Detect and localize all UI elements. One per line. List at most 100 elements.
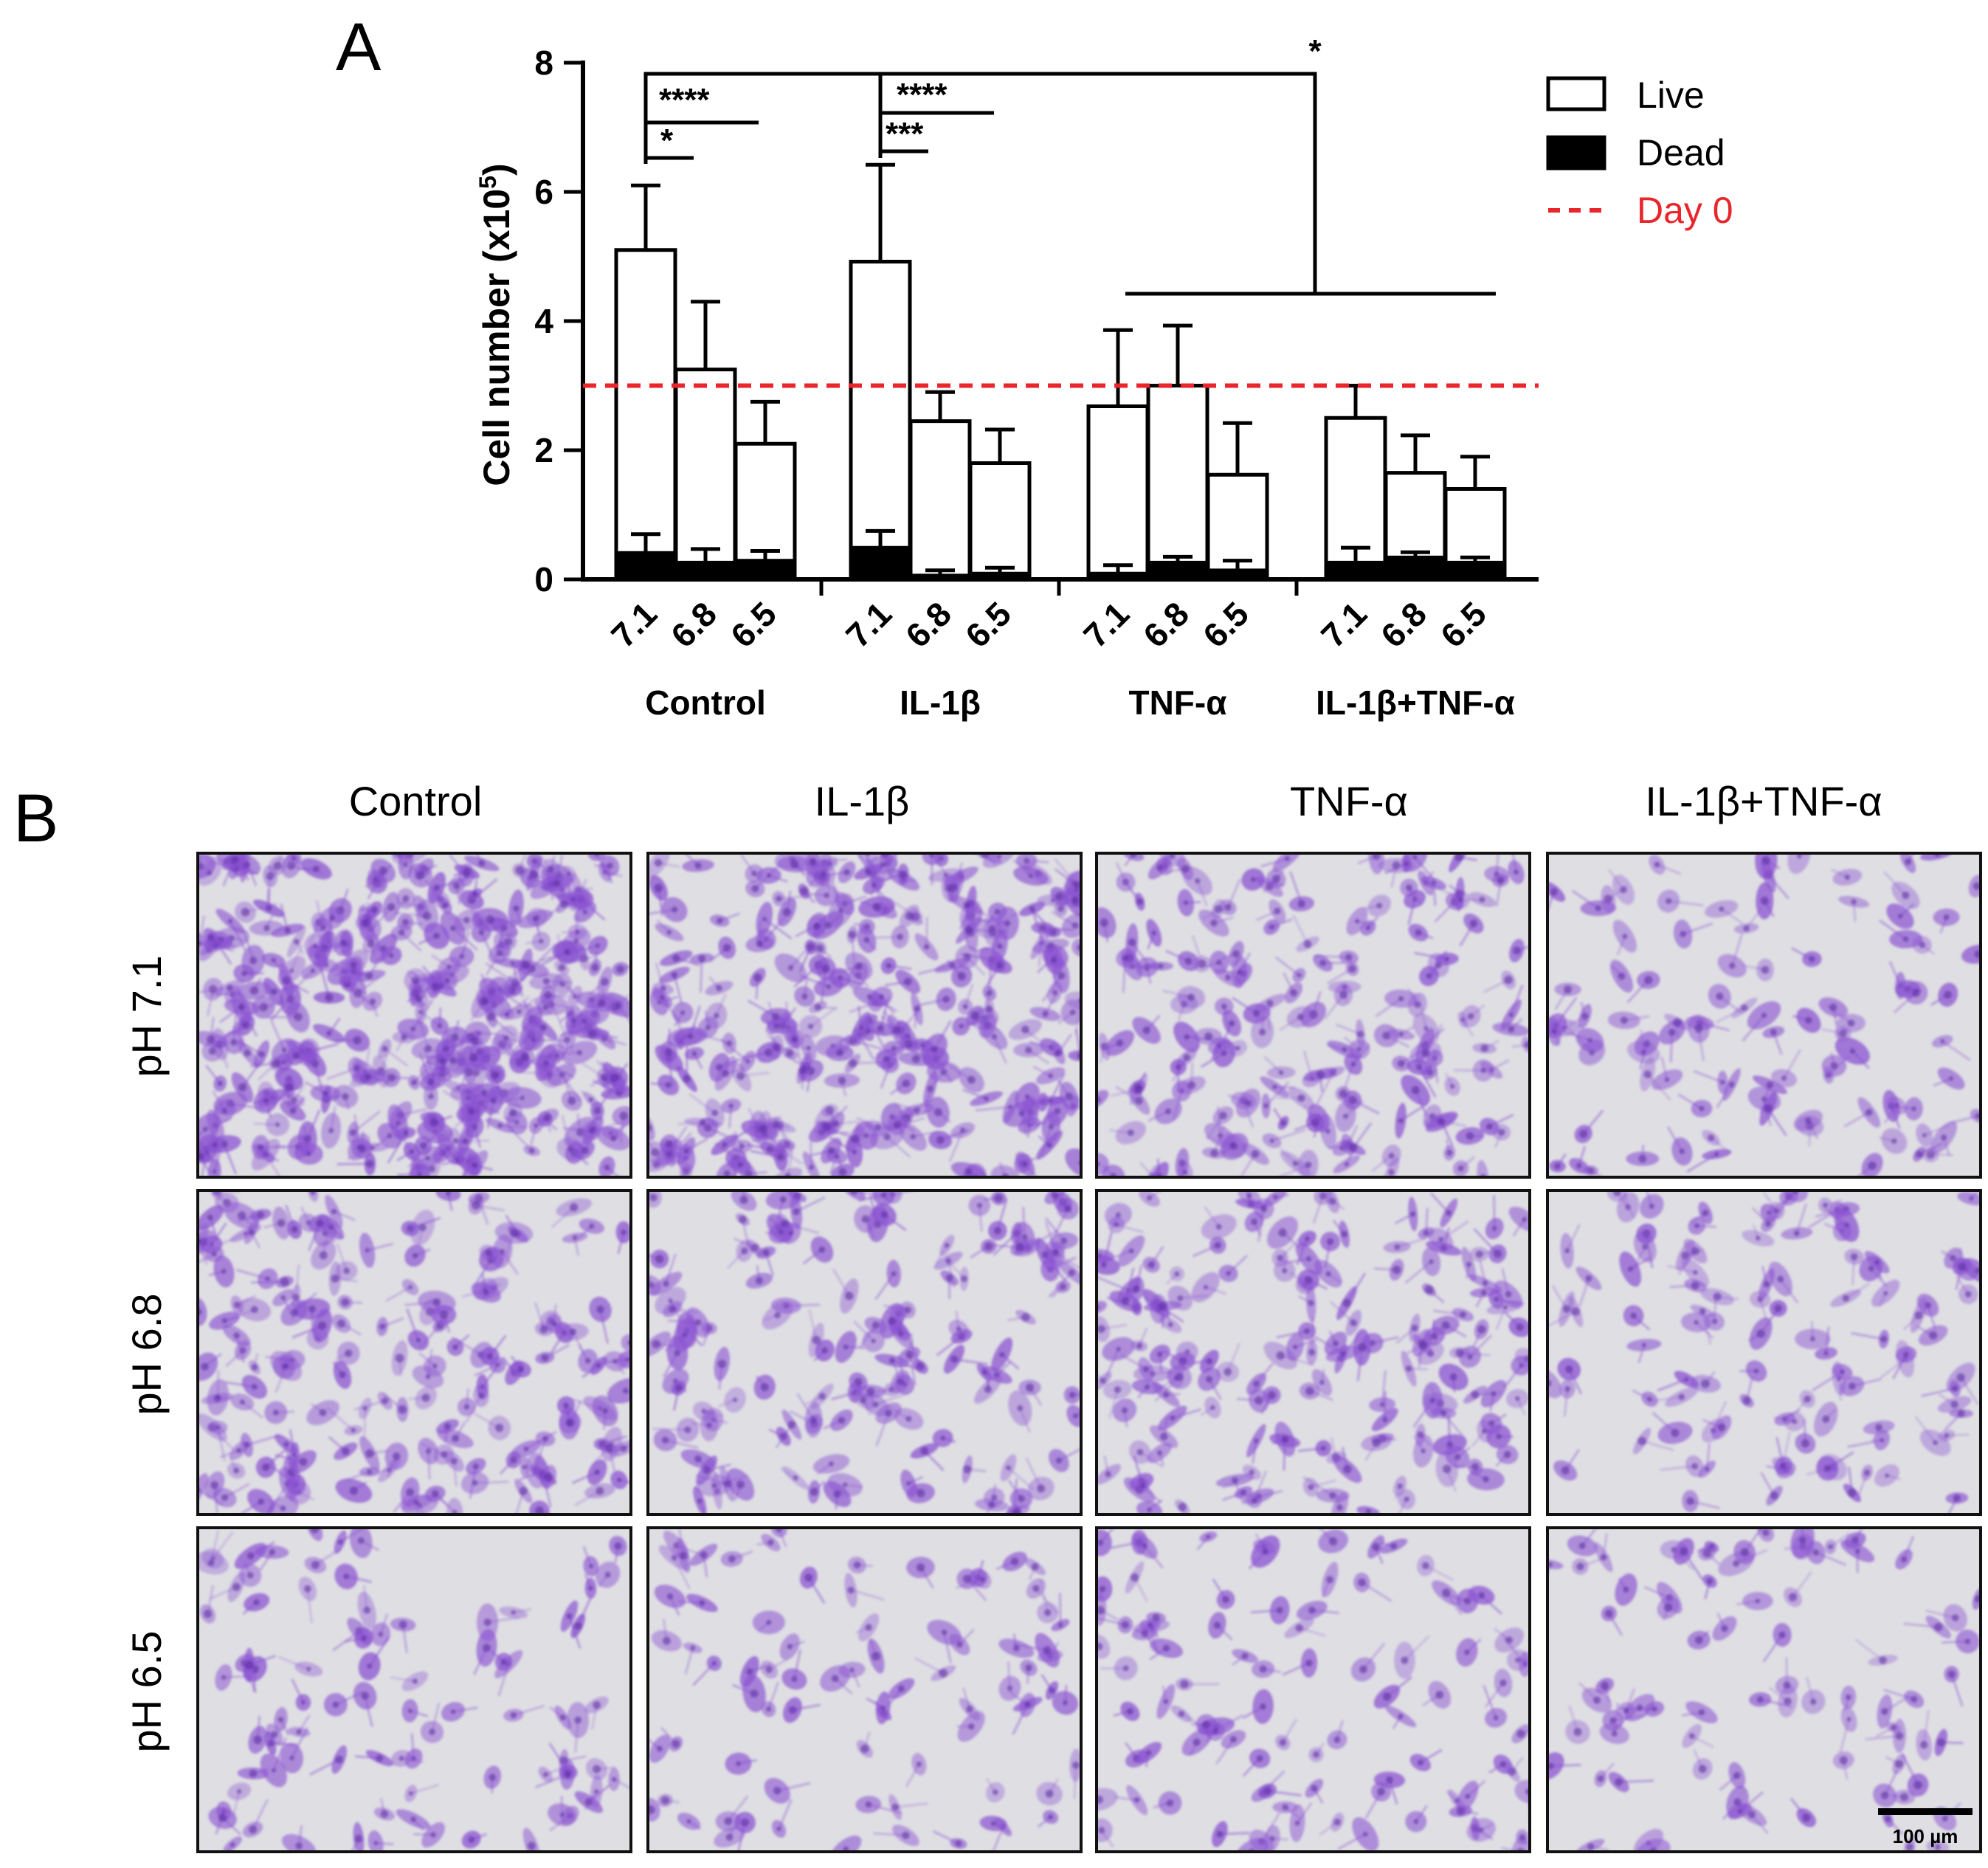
- cell-process: [1039, 1579, 1049, 1613]
- cell-nucleus: [1437, 1118, 1446, 1126]
- cell-process: [693, 1052, 703, 1069]
- cell-process: [887, 1687, 902, 1707]
- cell-nucleus: [684, 1426, 691, 1433]
- row-label-ph71: pH 7.1: [123, 956, 170, 1078]
- cell-process: [1772, 1031, 1783, 1055]
- cell-nucleus: [948, 883, 957, 893]
- cell-process: [520, 1006, 547, 1029]
- cell-nucleus: [1444, 956, 1450, 962]
- cell-nucleus: [589, 1223, 595, 1230]
- cell-process: [1108, 1389, 1119, 1419]
- cell-nucleus: [1928, 1331, 1938, 1340]
- cell-nucleus: [1781, 1463, 1786, 1469]
- cell-process: [1024, 1163, 1038, 1177]
- cell-nucleus: [891, 1271, 897, 1277]
- cell-process: [1192, 1244, 1218, 1258]
- cell-process: [736, 1822, 747, 1852]
- sig-label: *: [1308, 33, 1322, 69]
- cell-nucleus: [271, 957, 276, 963]
- cell-process: [1745, 1376, 1754, 1402]
- cell-nucleus: [233, 1332, 240, 1339]
- cell-nucleus: [1376, 903, 1383, 909]
- cell-process: [330, 1106, 336, 1131]
- cell-process: [212, 1090, 226, 1112]
- cell-cluster: [198, 1190, 631, 1514]
- cell-nucleus: [551, 1321, 557, 1327]
- cell-nucleus: [711, 1109, 719, 1117]
- cell-nucleus: [1868, 1161, 1877, 1171]
- cell-nucleus: [478, 929, 484, 936]
- cell-nucleus: [1922, 1133, 1927, 1138]
- cell-nucleus: [596, 1363, 601, 1368]
- cell-nucleus: [478, 1393, 484, 1399]
- cell-process: [1483, 979, 1509, 993]
- cell-process: [382, 1317, 404, 1328]
- cell-nucleus: [801, 993, 808, 1000]
- cell-nucleus: [553, 879, 561, 887]
- cell-nucleus: [1475, 1250, 1483, 1258]
- cell-nucleus: [1638, 1154, 1647, 1163]
- cell-nucleus: [503, 1035, 509, 1041]
- cell-process: [1164, 1306, 1172, 1326]
- cell-nucleus: [725, 1833, 734, 1841]
- cell-nucleus: [1342, 1298, 1351, 1308]
- cell-process: [1767, 1108, 1787, 1137]
- cell-nucleus: [559, 1812, 565, 1817]
- cell-process: [1826, 1451, 1854, 1469]
- cell-process: [224, 1381, 255, 1388]
- cell-nucleus: [1224, 903, 1232, 911]
- cell-nucleus: [544, 1472, 553, 1482]
- cell-nucleus: [1397, 1483, 1404, 1489]
- cell-nucleus: [357, 1537, 365, 1544]
- cell-process: [1693, 1069, 1723, 1083]
- cell-nucleus: [1308, 1348, 1316, 1356]
- cell-nucleus: [1282, 1268, 1288, 1274]
- cell-process: [1395, 1327, 1416, 1344]
- cell-process: [662, 1352, 679, 1378]
- cell-process: [275, 1410, 294, 1414]
- cell-nucleus: [610, 1073, 619, 1083]
- cell-process: [886, 1136, 911, 1159]
- cell-nucleus: [939, 1669, 948, 1678]
- cell-process: [246, 864, 258, 886]
- cell-nucleus: [1045, 1789, 1054, 1798]
- cell-nucleus: [425, 1448, 432, 1454]
- cell-nucleus: [1467, 1013, 1474, 1020]
- cell-nucleus: [682, 1332, 688, 1337]
- cell-process: [1824, 1199, 1843, 1207]
- cell-nucleus: [604, 1164, 610, 1171]
- cell-process: [714, 1142, 737, 1159]
- cell-nucleus: [745, 1059, 750, 1064]
- cell-process: [1933, 1077, 1952, 1087]
- cell-nucleus: [694, 862, 702, 869]
- cell-nucleus: [229, 1841, 235, 1847]
- cell-nucleus: [1100, 918, 1109, 927]
- cell-nucleus: [963, 901, 970, 909]
- cell-nucleus: [893, 1121, 902, 1129]
- cell-process: [531, 943, 557, 970]
- cell-nucleus: [897, 1685, 905, 1692]
- cell-nucleus: [591, 963, 599, 972]
- cell-process: [336, 1162, 370, 1165]
- cell-nucleus: [1564, 985, 1573, 994]
- cell-nucleus: [1064, 1204, 1071, 1213]
- cell-nucleus: [1770, 1029, 1777, 1035]
- cell-nucleus: [622, 1388, 629, 1394]
- cell-process: [514, 1490, 525, 1514]
- cell-process: [1637, 1344, 1646, 1364]
- cell-process: [601, 1435, 628, 1446]
- cell-process: [808, 1309, 818, 1341]
- cell-nucleus: [379, 866, 387, 875]
- cell-nucleus: [542, 1436, 549, 1442]
- cell-nucleus: [427, 1078, 435, 1086]
- cell-process: [665, 1438, 699, 1450]
- cell-nucleus: [540, 1024, 548, 1031]
- cell-nucleus: [1175, 1373, 1184, 1382]
- cell-nucleus: [300, 1700, 306, 1705]
- cell-process: [673, 1557, 691, 1590]
- cell-nucleus: [916, 1562, 925, 1572]
- cell-nucleus: [277, 1219, 286, 1227]
- cell-process: [1408, 1367, 1428, 1371]
- cell-nucleus: [1394, 1244, 1401, 1250]
- cell-nucleus: [679, 1551, 688, 1559]
